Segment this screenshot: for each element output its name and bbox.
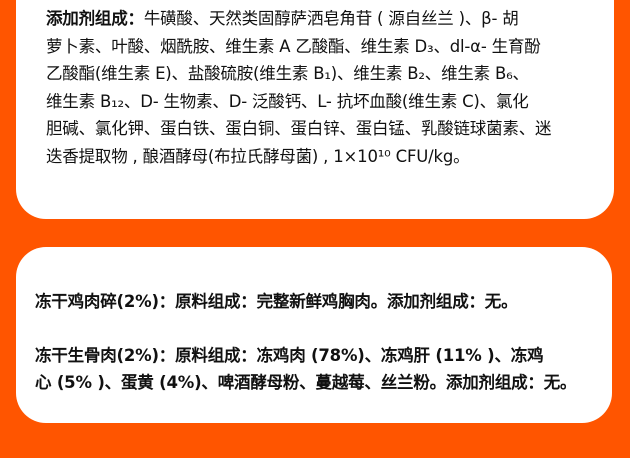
additives-text-line: 牛磺酸、天然类固醇萨洒皂角苷 ( 源自丝兰 )、β- 胡 xyxy=(143,9,519,28)
additives-text: 添加剂组成：牛磺酸、天然类固醇萨洒皂角苷 ( 源自丝兰 )、β- 胡 萝卜素、叶… xyxy=(46,5,552,171)
raw-bone-meat-line-2: 心 (5% )、蛋黄 (4%)、啤酒酵母粉、蔓越莓、丝兰粉。添加剂组成：无。 xyxy=(35,373,577,393)
additives-line-2: 萝卜素、叶酸、烟酰胺、维生素 A 乙酸酯、维生素 D₃、dl-α- 生育酚 xyxy=(46,36,541,56)
additives-label: 添加剂组成： xyxy=(46,9,144,28)
freeze-dried-text: 冻干鸡肉碎(2%)：原料组成：完整新鲜鸡胸肉。添加剂组成：无。 冻干生骨肉(2%… xyxy=(35,288,577,397)
additives-card: 添加剂组成：牛磺酸、天然类固醇萨洒皂角苷 ( 源自丝兰 )、β- 胡 萝卜素、叶… xyxy=(16,0,614,219)
bottom-strip xyxy=(0,458,630,463)
additives-line-3: 乙酸酯(维生素 E)、盐酸硫胺(维生素 B₁)、维生素 B₂、维生素 B₆、 xyxy=(46,64,529,84)
additives-line-1: 添加剂组成：牛磺酸、天然类固醇萨洒皂角苷 ( 源自丝兰 )、β- 胡 xyxy=(46,5,551,33)
additives-line-5: 胆碱、氯化钾、蛋白铁、蛋白铜、蛋白锌、蛋白锰、乳酸链球菌素、迷 xyxy=(46,119,552,139)
freeze-dried-card: 冻干鸡肉碎(2%)：原料组成：完整新鲜鸡胸肉。添加剂组成：无。 冻干生骨肉(2%… xyxy=(16,247,612,423)
raw-bone-meat-line-1: 冻干生骨肉(2%)：原料组成：冻鸡肉 (78%)、冻鸡肝 (11% )、冻鸡 xyxy=(35,345,544,365)
additives-line-6: 迭香提取物 , 酿酒酵母(布拉氏酵母菌) , 1×10¹⁰ CFU/kg。 xyxy=(46,146,470,166)
chicken-bits-line: 冻干鸡肉碎(2%)：原料组成：完整新鲜鸡胸肉。添加剂组成：无。 xyxy=(35,292,518,311)
additives-line-4: 维生素 B₁₂、D- 生物素、D- 泛酸钙、L- 抗坏血酸(维生素 C)、氯化 xyxy=(46,91,529,111)
